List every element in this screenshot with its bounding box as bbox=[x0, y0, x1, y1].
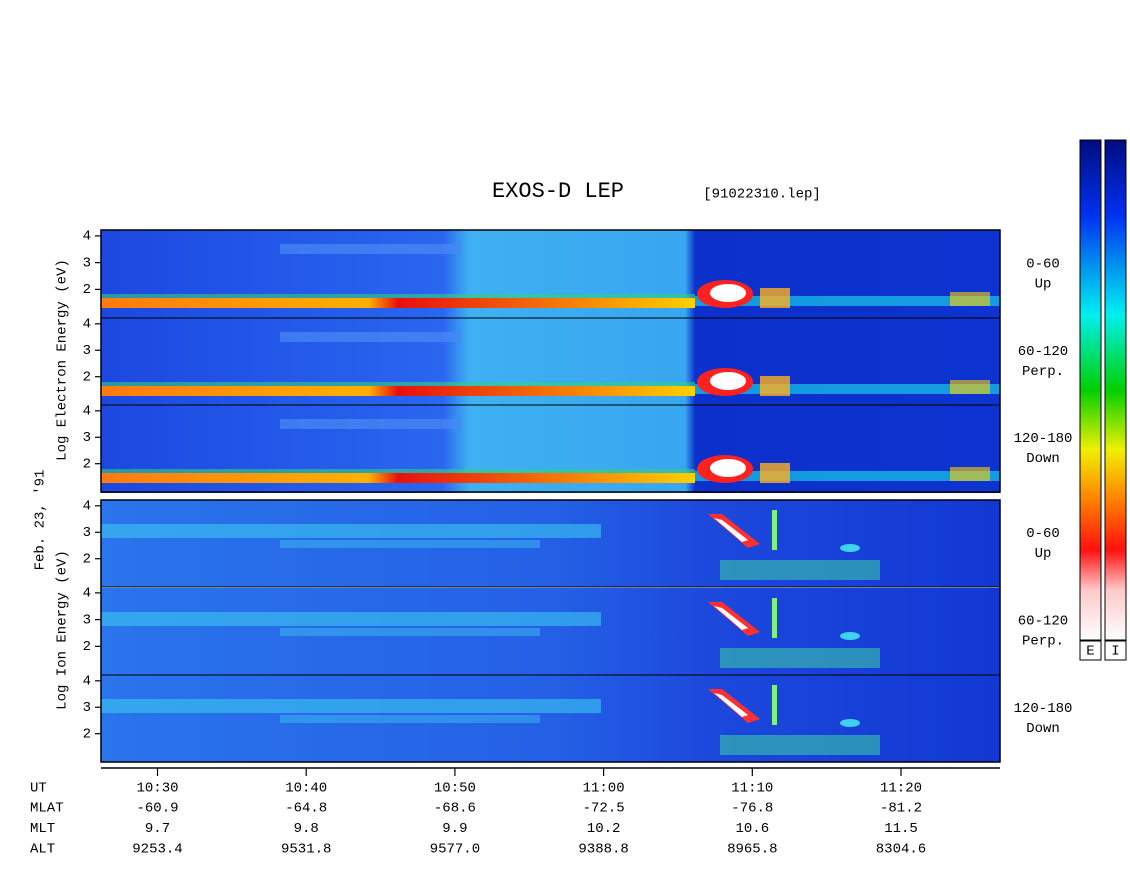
ephemeris-value: 9531.8 bbox=[281, 842, 331, 858]
ephemeris-value: 8965.8 bbox=[727, 842, 777, 858]
panel-angle: 120-180 bbox=[1014, 701, 1073, 717]
y-tick-label: 3 bbox=[83, 343, 91, 359]
color-bar-box bbox=[1104, 640, 1127, 661]
spectrogram bbox=[101, 500, 1000, 587]
x-tick-label: 11:00 bbox=[583, 781, 625, 797]
ephemeris-value: -76.8 bbox=[731, 801, 773, 817]
panel-direction: Down bbox=[1026, 721, 1060, 737]
ephemeris-value: 9253.4 bbox=[132, 842, 182, 858]
electron-axis-label: Log Electron Energy (eV) bbox=[55, 259, 71, 461]
ephemeris-value: 9.8 bbox=[294, 821, 319, 837]
panel-angle: 0-60 bbox=[1026, 257, 1060, 273]
date-label: Feb. 23, '91 bbox=[33, 470, 49, 571]
ephemeris-value: 8304.6 bbox=[876, 842, 926, 858]
x-tick-label: 10:50 bbox=[434, 781, 476, 797]
panel-direction: Up bbox=[1035, 277, 1052, 293]
panel-direction: Perp. bbox=[1022, 634, 1064, 650]
spectrogram bbox=[101, 588, 1000, 675]
y-tick-label: 3 bbox=[83, 612, 91, 628]
y-tick-label: 2 bbox=[83, 369, 91, 385]
y-tick-label: 4 bbox=[83, 674, 91, 690]
x-tick-label: 11:20 bbox=[880, 781, 922, 797]
y-tick-label: 4 bbox=[83, 404, 91, 420]
spectrogram bbox=[101, 318, 1000, 406]
color-bar-label: E bbox=[1086, 644, 1094, 660]
ephemeris-value: -72.5 bbox=[583, 801, 625, 817]
panel-angle: 60-120 bbox=[1018, 344, 1068, 360]
x-tick-label: 11:10 bbox=[731, 781, 773, 797]
y-tick-label: 3 bbox=[83, 525, 91, 541]
color-bar-label: I bbox=[1111, 644, 1119, 660]
panel-angle: 120-180 bbox=[1014, 431, 1073, 447]
row-name: ALT bbox=[30, 842, 55, 858]
row-name: MLT bbox=[30, 821, 55, 837]
ephemeris-value: 10.6 bbox=[736, 821, 770, 837]
ephemeris-value: 10.2 bbox=[587, 821, 621, 837]
y-tick-label: 4 bbox=[83, 229, 91, 245]
y-tick-label: 3 bbox=[83, 255, 91, 271]
y-tick-label: 2 bbox=[83, 639, 91, 655]
ion-axis-label: Log Ion Energy (eV) bbox=[55, 550, 71, 710]
y-tick-label: 3 bbox=[83, 430, 91, 446]
y-tick-label: 2 bbox=[83, 282, 91, 298]
y-tick-label: 4 bbox=[83, 499, 91, 515]
y-tick-label: 2 bbox=[83, 456, 91, 472]
ephemeris-value: 9577.0 bbox=[430, 842, 480, 858]
panel-direction: Down bbox=[1026, 451, 1060, 467]
x-tick-label: 10:40 bbox=[285, 781, 327, 797]
spectrogram bbox=[101, 405, 1000, 493]
y-tick-label: 2 bbox=[83, 726, 91, 742]
panel-direction: Perp. bbox=[1022, 364, 1064, 380]
y-tick-label: 4 bbox=[83, 317, 91, 333]
ephemeris-value: -81.2 bbox=[880, 801, 922, 817]
frame bbox=[100, 229, 1001, 493]
y-tick-label: 3 bbox=[83, 700, 91, 716]
row-name: MLAT bbox=[30, 801, 64, 817]
title: EXOS-D LEP bbox=[492, 179, 624, 204]
color-bar bbox=[1104, 139, 1127, 641]
file-name: [91022310.lep] bbox=[703, 187, 821, 203]
ephemeris-value: 9.7 bbox=[145, 821, 170, 837]
spectrogram bbox=[101, 675, 1000, 762]
frame bbox=[100, 499, 1001, 763]
panel-direction: Up bbox=[1035, 546, 1052, 562]
y-tick-label: 4 bbox=[83, 586, 91, 602]
ephemeris-value: -64.8 bbox=[285, 801, 327, 817]
ephemeris-value: 9.9 bbox=[442, 821, 467, 837]
panel-angle: 60-120 bbox=[1018, 614, 1068, 630]
spectrogram bbox=[101, 230, 1000, 318]
ephemeris-value: -60.9 bbox=[136, 801, 178, 817]
x-tick-label: 10:30 bbox=[136, 781, 178, 797]
row-name: UT bbox=[30, 781, 47, 797]
ephemeris-value: 11.5 bbox=[884, 821, 918, 837]
panel-angle: 0-60 bbox=[1026, 526, 1060, 542]
ephemeris-value: 9388.8 bbox=[578, 842, 628, 858]
color-bar-box bbox=[1079, 640, 1102, 661]
y-tick-label: 2 bbox=[83, 551, 91, 567]
color-bar bbox=[1079, 139, 1102, 641]
ephemeris-value: -68.6 bbox=[434, 801, 476, 817]
